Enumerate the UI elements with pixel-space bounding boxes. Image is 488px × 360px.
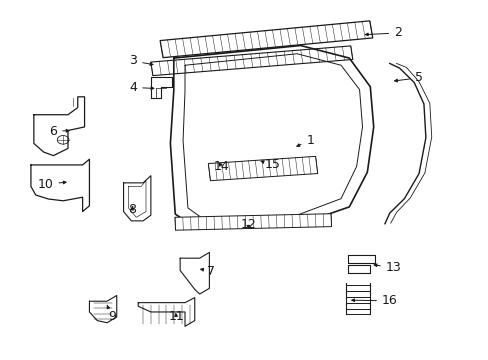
Polygon shape: [175, 214, 331, 230]
Text: 14: 14: [213, 160, 228, 173]
Text: 6: 6: [49, 125, 69, 138]
Text: 3: 3: [129, 54, 153, 67]
Text: 5: 5: [394, 71, 422, 84]
Text: 13: 13: [373, 261, 401, 274]
Text: 9: 9: [107, 305, 116, 324]
Text: 16: 16: [351, 294, 397, 307]
Text: 7: 7: [200, 265, 215, 278]
Polygon shape: [208, 156, 317, 181]
Text: 1: 1: [296, 134, 314, 147]
Text: 4: 4: [129, 81, 154, 94]
Polygon shape: [150, 46, 352, 76]
Polygon shape: [160, 21, 372, 58]
Text: 10: 10: [38, 178, 66, 191]
Text: 11: 11: [168, 310, 184, 324]
Text: 2: 2: [365, 27, 401, 40]
Text: 12: 12: [240, 218, 256, 231]
Text: 15: 15: [261, 158, 280, 171]
Text: 8: 8: [128, 203, 136, 216]
